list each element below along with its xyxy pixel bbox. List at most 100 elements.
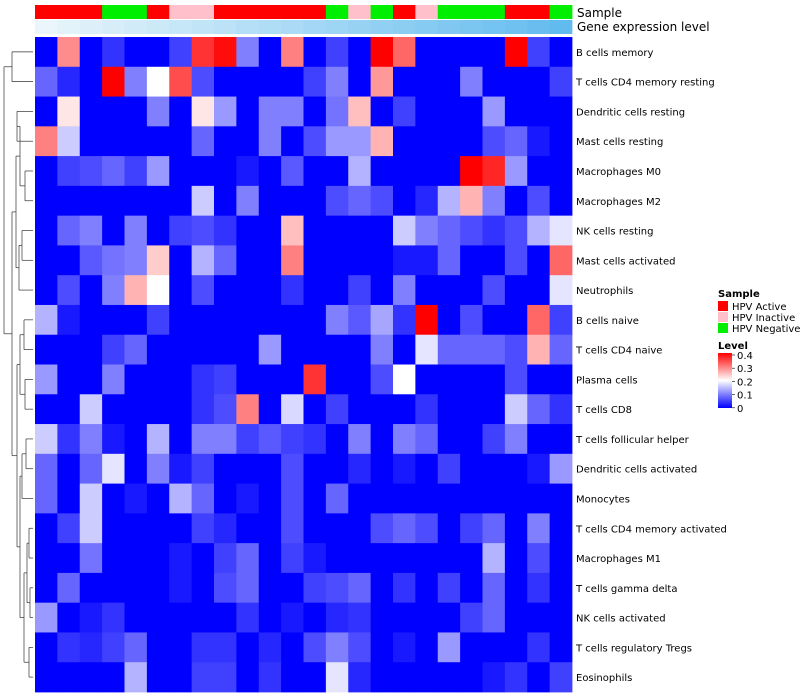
heatmap-cell	[102, 513, 125, 544]
heatmap-cell	[527, 156, 551, 187]
heatmap-cell	[102, 602, 125, 633]
heatmap-cell	[57, 245, 81, 276]
heatmap-cell	[169, 602, 193, 633]
heatmap-cell	[415, 275, 439, 306]
heatmap-cell	[102, 632, 125, 663]
heatmap-cell	[146, 304, 170, 336]
heatmap-cell	[549, 632, 573, 663]
heatmap-cell	[236, 245, 260, 276]
heatmap-cell	[124, 304, 148, 336]
heatmap-cell	[102, 37, 125, 68]
level-legend-title: Level	[718, 341, 748, 352]
heatmap-cell	[393, 334, 416, 365]
heatmap-cell	[549, 364, 573, 395]
heatmap-cell	[482, 185, 506, 217]
heatmap-cell	[146, 453, 170, 484]
sample-annotation-cell	[169, 5, 193, 19]
heatmap-cell	[437, 394, 461, 425]
heatmap-cell	[236, 66, 260, 97]
heatmap-cell	[504, 662, 528, 693]
heatmap-cell	[281, 424, 304, 455]
heatmap-cell	[303, 126, 327, 157]
heatmap-cell	[102, 364, 125, 395]
heatmap-cell	[102, 453, 125, 484]
heatmap-cell	[124, 483, 148, 514]
level-tick-label: 0.1	[737, 391, 753, 402]
heatmap-cell	[35, 572, 58, 604]
heatmap-cell	[460, 185, 483, 217]
heatmap-cell	[482, 66, 506, 97]
heatmap-cell	[79, 483, 103, 514]
heatmap-cell	[504, 394, 528, 425]
heatmap-cell	[57, 96, 81, 127]
heatmap-cell	[79, 513, 103, 544]
heatmap-cell	[415, 126, 439, 157]
heatmap-cell	[79, 453, 103, 484]
heatmap-cell	[258, 185, 282, 217]
sample-legend-label: HPV Active	[732, 302, 787, 313]
heatmap-cell	[393, 513, 416, 544]
heatmap-cell	[236, 424, 260, 455]
heatmap-cell	[325, 662, 349, 693]
heatmap-cell	[236, 602, 260, 633]
heatmap-cell	[146, 572, 170, 604]
heatmap-cell	[169, 424, 193, 455]
heatmap-cell	[415, 156, 439, 187]
heatmap-cell	[169, 632, 193, 663]
heatmap-cell	[393, 424, 416, 455]
heatmap-cell	[79, 37, 103, 68]
heatmap-cell	[527, 334, 551, 365]
heatmap-cell	[258, 275, 282, 306]
heatmap-cell	[348, 602, 372, 633]
heatmap-cell	[191, 66, 215, 97]
heatmap-cell	[460, 37, 483, 68]
heatmap-cell	[437, 334, 461, 365]
heatmap-cell	[482, 126, 506, 157]
heatmap-cell	[549, 334, 573, 365]
heatmap-cell	[79, 394, 103, 425]
heatmap-cell	[236, 662, 260, 693]
heatmap-cell	[191, 215, 215, 246]
heatmap-cell	[348, 632, 372, 663]
heatmap-cell	[258, 453, 282, 484]
heatmap-cell	[102, 185, 125, 217]
sample-annotation-cell	[504, 5, 528, 19]
heatmap-cell	[370, 572, 394, 604]
heatmap-cell	[437, 424, 461, 455]
heatmap-cell	[303, 483, 327, 514]
heatmap-cell	[325, 513, 349, 544]
row-label: NK cells resting	[576, 227, 653, 238]
sample-annotation-cell	[281, 5, 304, 19]
heatmap-cell	[348, 96, 372, 127]
level-tick-label: 0.2	[737, 377, 753, 388]
heatmap-cell	[460, 483, 483, 514]
heatmap-cell	[460, 632, 483, 663]
heatmap-cell	[504, 513, 528, 544]
heatmap-cell	[415, 66, 439, 97]
heatmap-cell	[35, 245, 58, 276]
heatmap-cell	[325, 572, 349, 604]
heatmap-cell	[124, 453, 148, 484]
heatmap-cell	[57, 602, 81, 633]
heatmap-cell	[393, 126, 416, 157]
heatmap-cell	[325, 185, 349, 217]
heatmap-cell	[281, 334, 304, 365]
heatmap-cell	[482, 543, 506, 574]
row-label: B cells memory	[576, 48, 653, 59]
heatmap-cell	[325, 304, 349, 336]
heatmap-cell	[348, 483, 372, 514]
heatmap-cell	[393, 96, 416, 127]
heatmap-cell	[460, 424, 483, 455]
heatmap-cell	[214, 245, 237, 276]
heatmap-cell	[549, 602, 573, 633]
heatmap-cell	[214, 334, 237, 365]
heatmap-cell	[437, 185, 461, 217]
row-label: Macrophages M2	[576, 197, 661, 208]
heatmap-cell	[370, 304, 394, 336]
heatmap-cell	[35, 156, 58, 187]
heatmap-cell	[348, 662, 372, 693]
heatmap-cell	[393, 572, 416, 604]
heatmap-cell	[236, 513, 260, 544]
column-annotation-bars	[35, 5, 573, 34]
expression-annotation-cell	[79, 20, 103, 34]
